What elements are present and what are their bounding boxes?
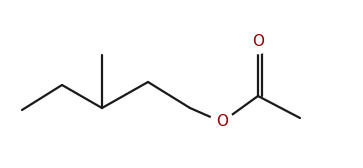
Text: O: O	[252, 34, 264, 50]
Circle shape	[211, 110, 234, 134]
Circle shape	[246, 30, 270, 54]
Text: O: O	[216, 115, 228, 130]
